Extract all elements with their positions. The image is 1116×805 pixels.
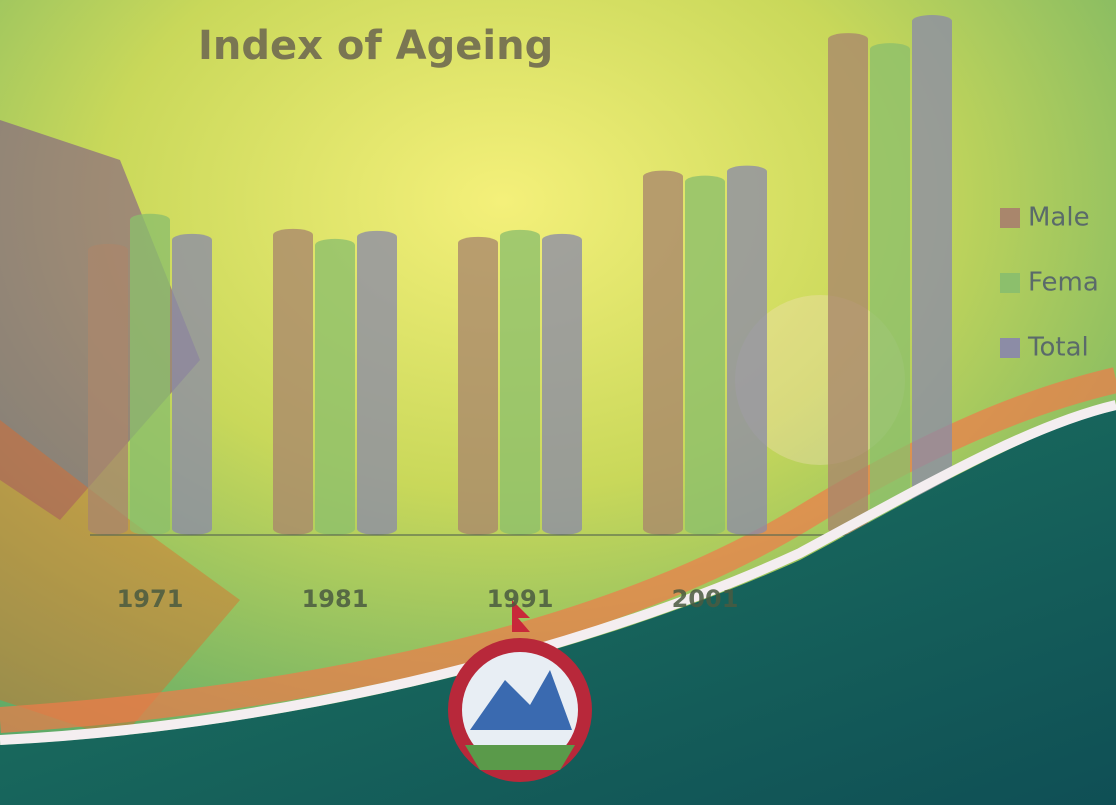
x-tick-label: 1981 bbox=[302, 585, 369, 613]
legend-swatch bbox=[1000, 273, 1020, 293]
bar bbox=[357, 230, 397, 535]
bar bbox=[458, 236, 498, 536]
emblem bbox=[448, 600, 592, 782]
legend-swatch bbox=[1000, 208, 1020, 228]
bar bbox=[542, 233, 582, 535]
legend-label: Fema bbox=[1028, 268, 1099, 298]
bar bbox=[727, 165, 767, 535]
bar bbox=[172, 233, 212, 535]
legend-label: Male bbox=[1028, 203, 1090, 233]
x-tick-label: 1991 bbox=[487, 585, 554, 613]
decor-wave bbox=[0, 367, 1116, 733]
bar bbox=[88, 243, 128, 535]
decor-wave bbox=[0, 410, 1116, 805]
decor-shape bbox=[0, 420, 240, 740]
bar bbox=[828, 33, 868, 536]
bar bbox=[912, 15, 952, 535]
x-tick-label: 1971 bbox=[117, 585, 184, 613]
bar bbox=[870, 43, 910, 536]
legend-label: Total bbox=[1027, 333, 1089, 363]
decor-wave bbox=[0, 400, 1116, 745]
bar bbox=[273, 228, 313, 535]
bar bbox=[643, 170, 683, 535]
bar bbox=[685, 175, 725, 535]
bar bbox=[315, 238, 355, 535]
bar bbox=[130, 213, 170, 536]
x-tick-label: 2001 bbox=[672, 585, 739, 613]
legend-swatch bbox=[1000, 338, 1020, 358]
bar bbox=[500, 229, 540, 536]
chart-title: Index of Ageing bbox=[198, 23, 553, 69]
